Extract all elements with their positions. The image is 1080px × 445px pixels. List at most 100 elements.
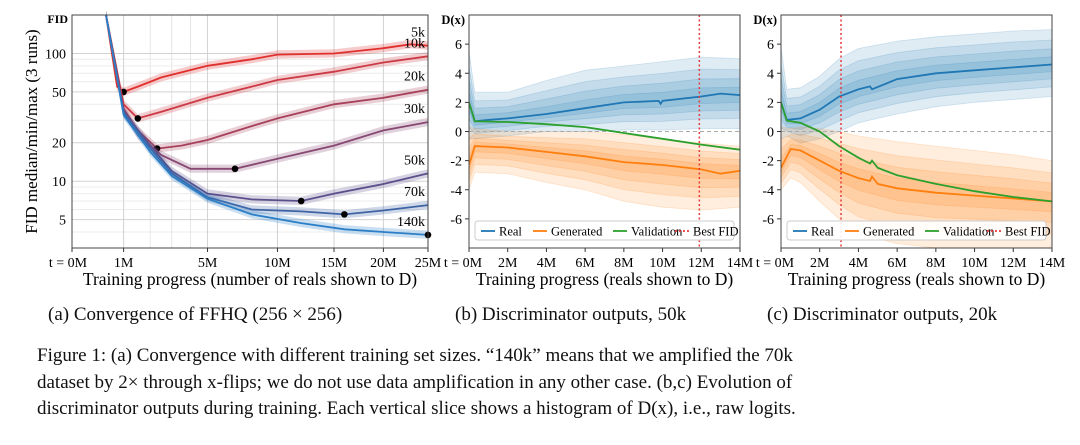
histogram-band-generated <box>781 139 1052 223</box>
histogram-band-generated <box>469 133 740 199</box>
y-tick-label: -2 <box>450 155 462 170</box>
best-fid-point-70k <box>341 211 348 218</box>
legend-label: Validation <box>631 225 683 239</box>
x-tick-label: 12M <box>1000 256 1027 271</box>
y-tick-label: 100 <box>45 47 66 62</box>
y-tick-label: 0 <box>767 126 774 141</box>
series-label-30k: 30k <box>404 102 425 117</box>
x-tick-label: 10M <box>649 256 676 271</box>
legend-label: Best FID <box>693 225 739 239</box>
plot-frame <box>71 14 429 249</box>
median-line-generated <box>469 145 740 175</box>
panel-c: -6 -4 -2 0 2 4 6 t = 0M 2M 4M 6M 8M 10M 12M 14M D(x) Tra… <box>753 13 1065 289</box>
x-tick-label: t = 0M <box>444 256 483 271</box>
legend-box <box>474 220 735 241</box>
series-band-140k <box>106 10 428 239</box>
legend-label: Validation <box>943 225 995 239</box>
legend: Real Generated Validation Best FID <box>786 220 1051 241</box>
x-tick-label: 25M <box>415 256 442 271</box>
legend: Real Generated Validation Best FID <box>474 220 739 241</box>
y-tick-label: -2 <box>762 155 774 170</box>
plot-area <box>781 15 1052 248</box>
caption-line: discriminator outputs during training. E… <box>37 398 796 419</box>
legend-label: Best FID <box>1005 225 1051 239</box>
y-tick-label: 2 <box>767 96 774 111</box>
subcaption-a: (a) Convergence of FFHQ (256 × 256) <box>48 304 343 325</box>
histogram-band-generated <box>781 144 1052 213</box>
plot-frame <box>468 14 741 249</box>
legend-label: Generated <box>863 225 915 239</box>
x-tick-label: t = 0M <box>49 256 88 271</box>
y-tick-label: -4 <box>450 184 462 199</box>
corner-label: D(x) <box>441 13 465 27</box>
y-tick-label: -4 <box>762 184 774 199</box>
panel-b: -6 -4 -2 0 2 4 6 t = 0M 2M 4M 6M 8M 10M 12M 14M D(x) Tra… <box>441 13 753 289</box>
y-tick-label: 5 <box>59 214 66 229</box>
x-tick-label: 1M <box>114 256 134 271</box>
plot-area <box>469 15 740 248</box>
histogram-band-real <box>469 66 740 134</box>
x-tick-label: 2M <box>498 256 518 271</box>
x-axis-label: Training progress (reals shown to D) <box>788 269 1046 289</box>
legend-label: Real <box>811 225 834 239</box>
y-tick-label: 6 <box>767 38 774 53</box>
x-tick-label: 10M <box>264 256 291 271</box>
x-tick-label: 5M <box>198 256 218 271</box>
subcaption-b: (b) Discriminator outputs, 50k <box>455 304 687 325</box>
best-fid-point-30k <box>231 165 239 173</box>
x-axis-label: Training progress (number of reals shown… <box>83 269 417 289</box>
best-fid-point-10k <box>134 115 142 122</box>
y-tick-label: 4 <box>455 67 462 82</box>
median-line-real <box>781 63 1052 121</box>
y-tick-label: 6 <box>455 38 462 53</box>
caption-line: Figure 1: (a) Convergence with different… <box>37 345 793 366</box>
figure-caption: Figure 1: (a) Convergence with different… <box>37 343 1067 423</box>
y-tick-label: 4 <box>767 67 774 82</box>
median-line-real <box>469 92 740 123</box>
series-band-20k <box>106 10 428 153</box>
legend-label: Generated <box>551 225 603 239</box>
subcaption-c: (c) Discriminator outputs, 20k <box>767 304 998 325</box>
series-band-5k <box>106 10 428 96</box>
x-tick-label: 15M <box>321 256 348 271</box>
corner-label: FID <box>47 12 68 26</box>
x-axis-label: Training progress (reals shown to D) <box>476 269 734 289</box>
x-tick-label: 14M <box>727 256 754 271</box>
series-line-10k <box>105 14 429 120</box>
x-tick-label: 14M <box>1039 256 1066 271</box>
x-tick-label: 4M <box>537 256 557 271</box>
series-line-70k <box>105 14 429 216</box>
series-line-50k <box>105 14 429 202</box>
y-tick-label: 10 <box>52 175 66 190</box>
x-tick-label: 2M <box>810 256 830 271</box>
caption-line: dataset by 2× through x-flips; we do not… <box>37 371 793 393</box>
x-tick-label: 6M <box>575 256 595 271</box>
y-tick-label: 0 <box>455 126 462 141</box>
histogram-band-generated <box>781 126 1052 248</box>
series-label-50k: 50k <box>404 153 425 168</box>
corner-label: D(x) <box>753 13 777 27</box>
y-tick-label: 2 <box>455 96 462 111</box>
x-tick-label: t = 0M <box>756 256 795 271</box>
series-line-140k <box>105 14 429 236</box>
series-label-5k: 5k <box>411 26 425 41</box>
median-line-validation <box>469 102 740 151</box>
series-label-20k: 20k <box>404 70 425 85</box>
best-fid-point-50k <box>297 197 305 205</box>
y-axis-label: FID median/min/max (3 runs) <box>22 29 41 233</box>
series-label-140k: 140k <box>397 215 425 230</box>
plot-frame <box>780 14 1053 249</box>
legend-box <box>786 220 1047 241</box>
x-tick-label: 20M <box>370 256 397 271</box>
x-tick-label: 6M <box>887 256 907 271</box>
y-tick-label: 20 <box>52 137 66 152</box>
y-tick-label: -6 <box>450 213 462 228</box>
x-tick-label: 10M <box>961 256 988 271</box>
x-tick-label: 12M <box>688 256 715 271</box>
median-line-generated <box>781 148 1052 203</box>
y-tick-label: -6 <box>762 213 774 228</box>
series-label-70k: 70k <box>404 185 425 200</box>
legend-label: Real <box>499 225 522 239</box>
